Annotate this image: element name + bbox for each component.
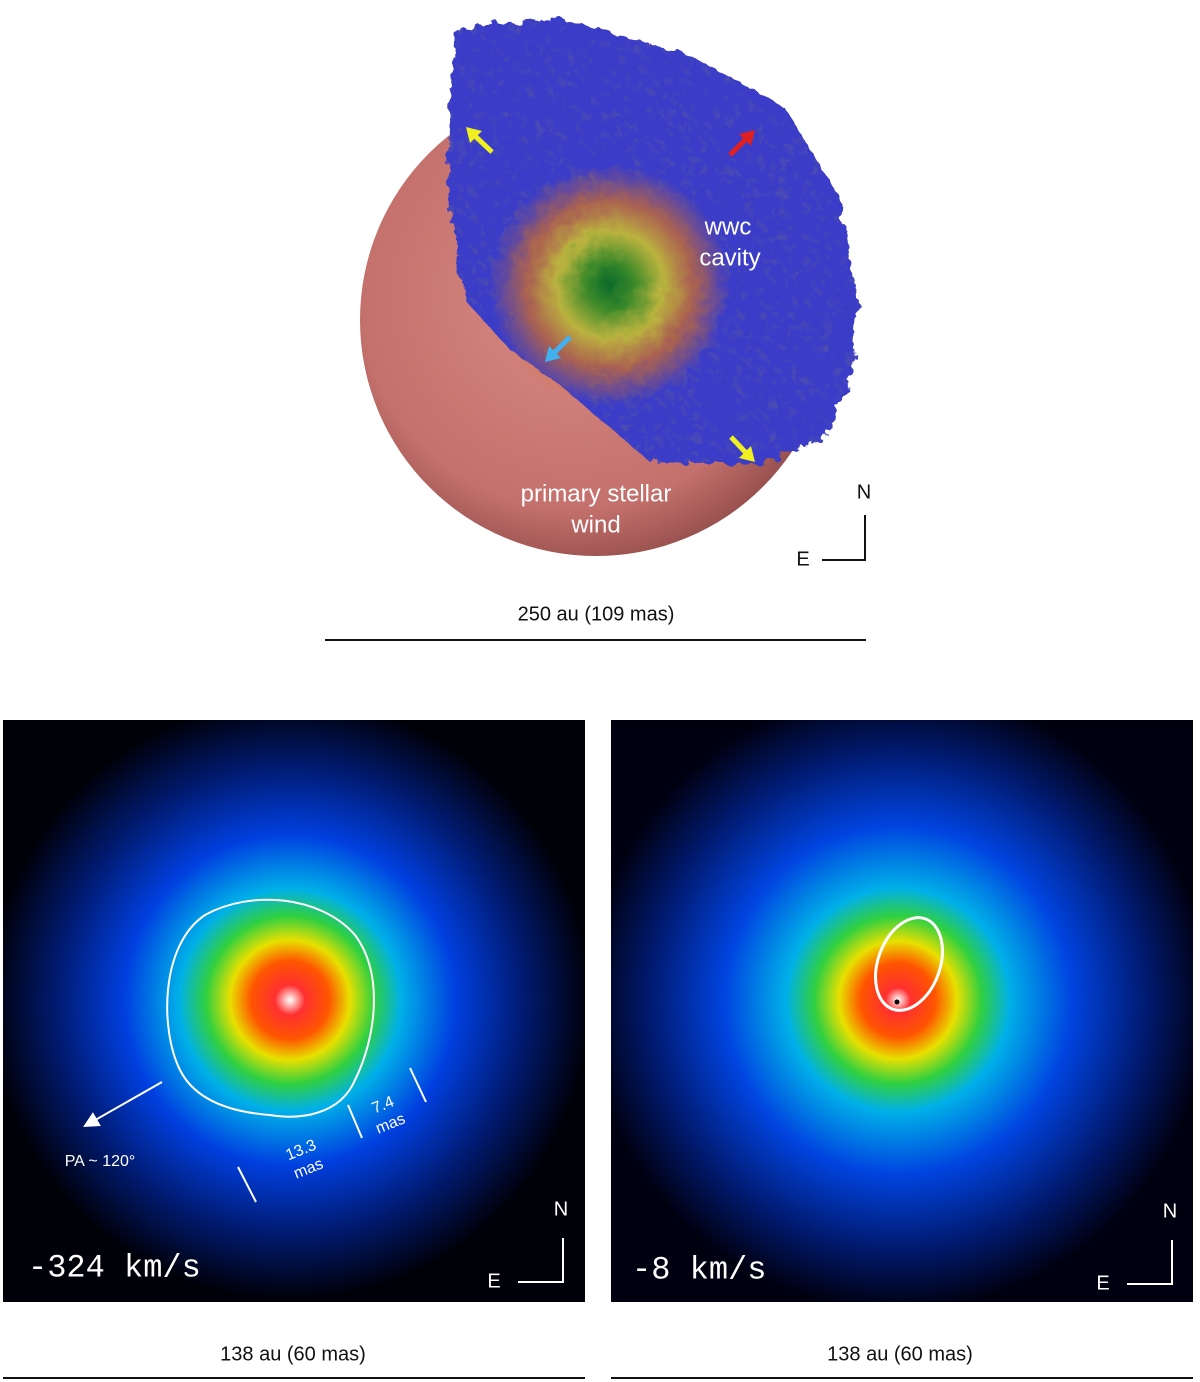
star-position bbox=[894, 999, 900, 1005]
wind-label: wind bbox=[570, 511, 620, 538]
width-tick bbox=[409, 1067, 427, 1103]
width-tick bbox=[237, 1166, 257, 1203]
cavity-label: cavity bbox=[699, 244, 760, 271]
compass-north: N bbox=[857, 481, 871, 503]
compass-north: N bbox=[1163, 1200, 1177, 1222]
scale-label: 138 au (60 mas) bbox=[220, 1343, 366, 1365]
orbit-ellipse bbox=[874, 916, 944, 1012]
panel-right: -8 km/s N E 138 au (60 mas) bbox=[611, 720, 1193, 1379]
compass-lines bbox=[518, 1238, 564, 1283]
arrows bbox=[466, 127, 755, 462]
compass-east: E bbox=[1096, 1272, 1109, 1294]
pa-arrow bbox=[83, 1081, 163, 1127]
cavity-label: wwc bbox=[704, 213, 752, 240]
width-tick bbox=[347, 1104, 363, 1139]
wind-model: wwc cavity primary stellar wind N E 250 … bbox=[325, 18, 871, 641]
compass-north: N bbox=[554, 1198, 568, 1220]
contour bbox=[166, 898, 375, 1118]
compass-east: E bbox=[796, 548, 809, 570]
intensity-map bbox=[3, 720, 585, 1302]
compass-lines bbox=[822, 515, 866, 561]
velocity-label: -8 km/s bbox=[632, 1251, 766, 1288]
panel-left: PA ~ 120° 13.3 mas 7.4 mas -324 km/s N E… bbox=[3, 720, 585, 1379]
scale-label: 138 au (60 mas) bbox=[827, 1343, 973, 1365]
wind-label: primary stellar bbox=[521, 480, 672, 507]
pa-label: PA ~ 120° bbox=[65, 1153, 136, 1170]
compass-east: E bbox=[487, 1270, 500, 1292]
scale-label: 250 au (109 mas) bbox=[518, 603, 675, 625]
compass-lines bbox=[1127, 1240, 1173, 1285]
velocity-label: -324 km/s bbox=[28, 1249, 201, 1286]
